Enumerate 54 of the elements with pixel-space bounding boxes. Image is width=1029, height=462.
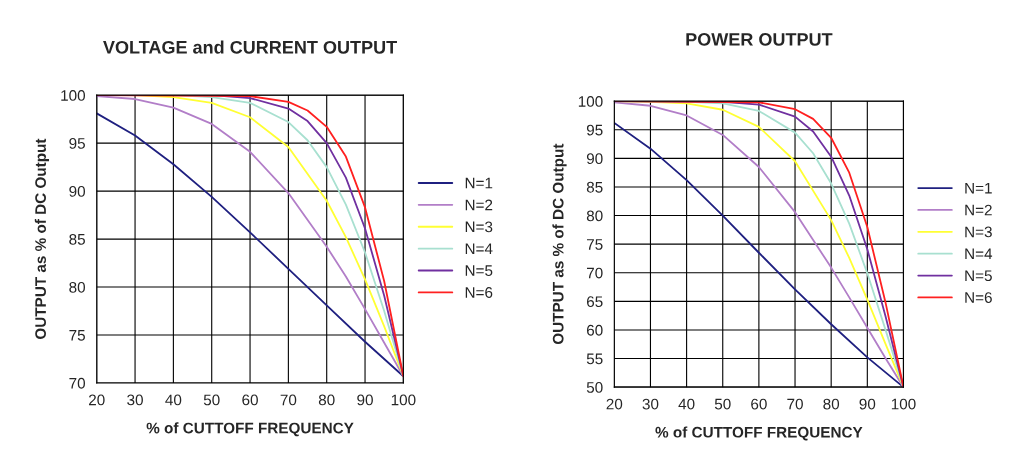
- y-tick-label: 85: [69, 233, 85, 245]
- x-tick-label: 20: [89, 394, 105, 406]
- x-tick-label: 80: [318, 394, 335, 406]
- legend-label: N=6: [965, 292, 992, 303]
- legend-label: N=5: [465, 265, 493, 277]
- y-tick-label: 80: [69, 281, 86, 293]
- x-tick-label: 20: [606, 398, 623, 410]
- y-tick-label: 60: [586, 324, 603, 336]
- x-tick-label: 40: [165, 394, 182, 406]
- legend-label: N=5: [965, 270, 992, 282]
- x-tick-label: 60: [242, 394, 258, 406]
- y-tick-label: 100: [61, 90, 86, 101]
- y-tick-label: 70: [69, 377, 86, 389]
- y-tick-label: 75: [586, 239, 603, 250]
- y-axis-title: OUTPUT as % of DC Output: [552, 143, 567, 345]
- chart-title: POWER OUTPUT: [686, 33, 833, 46]
- legend-label: N=2: [965, 204, 992, 216]
- x-axis-title: % of CUTTOFF FREQUENCY: [146, 422, 354, 437]
- y-tick-label: 75: [69, 330, 85, 341]
- x-tick-label: 90: [859, 398, 876, 410]
- y-tick-label: 80: [586, 210, 603, 222]
- legend-label: N=1: [965, 182, 992, 194]
- y-tick-label: 90: [69, 185, 86, 197]
- y-tick-label: 55: [586, 353, 603, 365]
- y-tick-label: 50: [586, 382, 603, 393]
- y-axis-title: OUTPUT as % of DC Output: [34, 138, 50, 340]
- x-tick-label: 100: [391, 394, 416, 406]
- legend-label: N=4: [465, 243, 493, 254]
- legend-label: N=3: [965, 226, 992, 238]
- y-tick-label: 100: [578, 96, 603, 107]
- legend-label: N=2: [465, 199, 493, 211]
- x-tick-label: 30: [127, 394, 143, 406]
- y-tick-label: 90: [586, 153, 603, 165]
- y-tick-label: 85: [586, 181, 603, 193]
- chart-title: VOLTAGE and CURRENT OUTPUT: [103, 40, 397, 54]
- legend-label: N=1: [465, 177, 493, 189]
- x-tick-label: 50: [203, 394, 220, 406]
- x-tick-label: 60: [751, 398, 767, 410]
- y-tick-label: 95: [69, 138, 85, 149]
- legend-label: N=3: [465, 221, 493, 233]
- y-tick-label: 95: [586, 124, 603, 136]
- x-tick-label: 90: [357, 394, 373, 406]
- x-tick-label: 40: [678, 398, 695, 410]
- x-tick-label: 30: [642, 398, 659, 410]
- x-tick-label: 50: [714, 398, 731, 410]
- x-axis-title: % of CUTTOFF FREQUENCY: [655, 426, 863, 441]
- x-tick-label: 100: [891, 398, 916, 410]
- legend-label: N=4: [965, 248, 993, 260]
- legend-label: N=6: [465, 287, 493, 298]
- x-tick-label: 70: [280, 394, 297, 406]
- x-tick-label: 80: [823, 398, 840, 410]
- x-tick-label: 70: [787, 398, 803, 410]
- y-tick-label: 70: [586, 267, 603, 279]
- y-tick-label: 65: [586, 296, 603, 308]
